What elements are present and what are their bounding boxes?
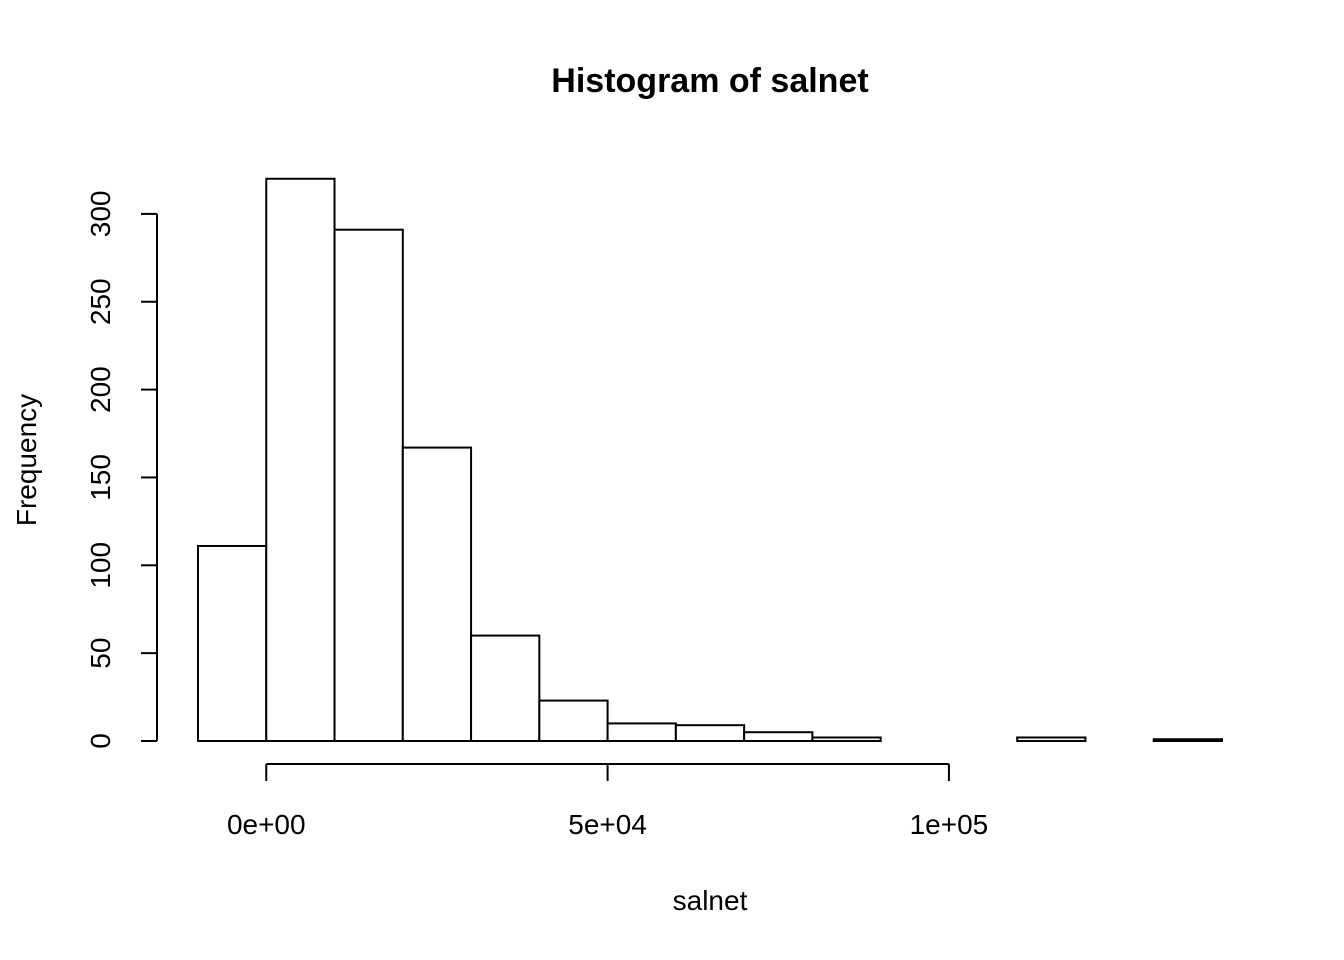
histogram-bars <box>197 177 1223 743</box>
y-tick-label: 300 <box>85 191 116 238</box>
y-tick-label: 150 <box>85 454 116 501</box>
y-tick-label: 200 <box>85 366 116 413</box>
histogram-bar <box>1152 738 1223 742</box>
histogram-bar <box>538 699 609 742</box>
histogram-bar <box>811 736 882 743</box>
y-tick-label: 100 <box>85 542 116 589</box>
histogram-bar <box>743 731 814 743</box>
histogram-bar <box>674 724 746 743</box>
histogram-bar <box>401 446 473 742</box>
histogram-bar <box>470 634 541 743</box>
histogram-bar <box>333 228 404 742</box>
y-tick-label: 0 <box>85 733 116 749</box>
histogram-bar <box>1016 736 1087 743</box>
histogram-bar <box>197 544 268 743</box>
x-axis: 0e+00 5e+04 1e+05 <box>227 763 989 840</box>
x-axis-label: salnet <box>673 885 748 916</box>
x-tick-label: 0e+00 <box>227 809 306 840</box>
chart-title: Histogram of salnet <box>551 62 868 100</box>
histogram-bar <box>606 722 677 742</box>
y-tick-label: 50 <box>85 638 116 669</box>
y-axis-label: Frequency <box>11 394 42 526</box>
histogram-bar <box>265 177 336 742</box>
y-axis: 0 50 100 150 200 250 300 <box>85 191 158 749</box>
y-tick-label: 250 <box>85 278 116 325</box>
x-tick-label: 5e+04 <box>568 809 647 840</box>
x-tick-label: 1e+05 <box>910 809 989 840</box>
